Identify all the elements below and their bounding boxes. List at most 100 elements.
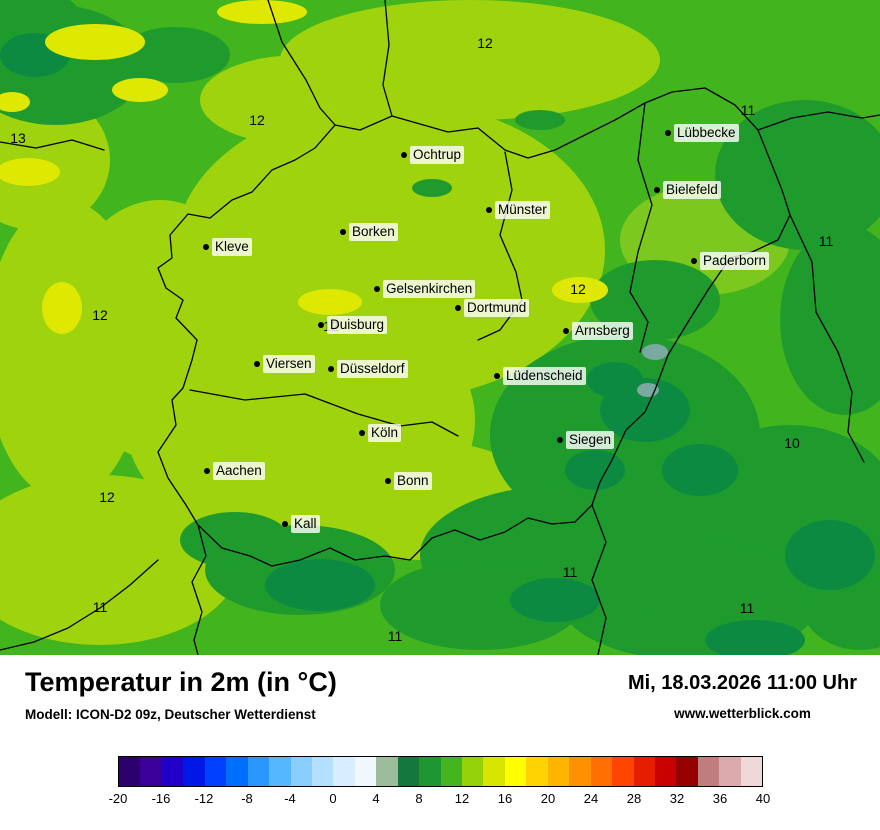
city-marker-paderborn: Paderborn: [691, 252, 770, 270]
colorbar-tick-label: -16: [151, 791, 171, 806]
district-border-3: [629, 102, 653, 353]
temp-value-label: 12: [99, 489, 115, 505]
colorbar-segment: [419, 757, 441, 786]
colorbar-tick-label: 0: [329, 791, 337, 806]
city-marker-bielefeld: Bielefeld: [654, 181, 721, 199]
city-label: Kall: [291, 515, 320, 533]
city-dot: [340, 229, 346, 235]
city-dot: [486, 207, 492, 213]
temp-value-label: 11: [387, 628, 403, 644]
city-dot: [691, 258, 697, 264]
field-yellow-patches: [0, 0, 608, 334]
colorbar-segment: [204, 757, 227, 786]
city-label: Duisburg: [327, 316, 388, 334]
city-label: Köln: [368, 424, 402, 442]
city-label: Lübbecke: [674, 124, 739, 142]
city-marker-aachen: Aachen: [204, 462, 265, 480]
city-label: Bielefeld: [663, 181, 721, 199]
city-marker-dortmund: Dortmund: [455, 299, 530, 317]
border-east-1: [789, 214, 865, 463]
temp-value-label: 11: [740, 102, 756, 118]
city-dot: [563, 328, 569, 334]
map-overlay: 1211121311121212101211111111OchtrupLübbe…: [10, 35, 834, 644]
city-label: Siegen: [566, 431, 615, 449]
city-marker-arnsberg: Arnsberg: [563, 322, 633, 340]
colorbar-segment: [719, 757, 741, 786]
colorbar-segment: [376, 757, 398, 786]
city-marker-kln: Köln: [359, 424, 402, 442]
city-dot: [282, 521, 288, 527]
colorbar-segment: [633, 757, 655, 786]
city-dot: [328, 366, 334, 372]
colorbar-tick-label: -4: [284, 791, 296, 806]
city-marker-kall: Kall: [282, 515, 320, 533]
colorbar-ticks: -20 -16 -12 -8 -4 0 4 8 12 16 20 24 28 32 36 40: [109, 791, 771, 807]
colorbar-segment: [697, 757, 720, 786]
colorbar-wrap: -20 -16 -12 -8 -4 0 4 8 12 16 20 24 28 32 36 40: [109, 756, 771, 807]
border-north-1: [382, 0, 393, 117]
city-dot: [359, 430, 365, 436]
colorbar-segment: [354, 757, 377, 786]
border-southwest-2: [0, 559, 159, 651]
field-deep-spots: [0, 33, 875, 655]
map-title: Temperatur in 2m (in °C): [25, 667, 337, 697]
city-dot: [254, 361, 260, 367]
colorbar-segment: [269, 757, 291, 786]
city-label: Borken: [349, 223, 398, 241]
colorbar-tick-label: -8: [241, 791, 253, 806]
city-marker-lbbecke: Lübbecke: [665, 124, 739, 142]
colorbar-segment: [483, 757, 505, 786]
temp-value-label: 12: [570, 281, 586, 297]
temp-value-label: 12: [477, 35, 493, 51]
colorbar-segment: [740, 757, 763, 786]
colorbar-segment: [654, 757, 677, 786]
colorbar-tick-label: 16: [497, 791, 513, 806]
colorbar-tick-label: 12: [454, 791, 470, 806]
city-marker-ldenscheid: Lüdenscheid: [494, 367, 586, 385]
city-dot: [557, 437, 563, 443]
city-dot: [665, 130, 671, 136]
city-marker-duisburg: Duisburg: [318, 316, 388, 334]
city-label: Ochtrup: [410, 146, 465, 164]
city-label: Düsseldorf: [337, 360, 408, 378]
temp-value-label: 11: [739, 600, 755, 616]
colorbar-tick-label: 40: [755, 791, 771, 806]
colorbar-segment: [183, 757, 205, 786]
colorbar-tick-label: -20: [108, 791, 128, 806]
city-dot: [318, 322, 324, 328]
colorbar-segment: [397, 757, 420, 786]
colorbar: [118, 756, 763, 787]
colorbar-segment: [247, 757, 270, 786]
temp-value-label: 11: [818, 233, 834, 249]
colorbar-segment: [226, 757, 248, 786]
field-light-areas: [0, 0, 660, 645]
city-dot: [203, 244, 209, 250]
footer-right: Mi, 18.03.2026 11:00 Uhr www.wetterblick…: [628, 672, 857, 721]
colorbar-tick-label: 32: [669, 791, 685, 806]
district-border-1: [477, 151, 523, 341]
colorbar-segment: [569, 757, 591, 786]
state-borders: [0, 0, 880, 655]
city-label: Paderborn: [700, 252, 770, 270]
city-dot: [374, 286, 380, 292]
city-dot: [401, 152, 407, 158]
border-north-2: [267, 0, 336, 126]
colorbar-tick-label: 8: [415, 791, 423, 806]
city-marker-mnster: Münster: [486, 201, 550, 219]
forecast-datetime: Mi, 18.03.2026 11:00 Uhr: [627, 672, 857, 694]
border-northeast: [757, 111, 880, 131]
city-marker-bonn: Bonn: [385, 472, 432, 490]
website-label: www.wetterblick.com: [674, 706, 811, 721]
colorbar-segment: [547, 757, 570, 786]
colorbar-tick-label: 4: [372, 791, 380, 806]
city-marker-gelsenkirchen: Gelsenkirchen: [374, 280, 476, 298]
colorbar-tick-label: 36: [712, 791, 728, 806]
colorbar-segment: [311, 757, 334, 786]
city-label: Arnsberg: [572, 322, 633, 340]
temp-value-label: 12: [92, 307, 108, 323]
city-marker-borken: Borken: [340, 223, 398, 241]
city-label: Kleve: [212, 238, 252, 256]
footer: Temperatur in 2m (in °C) Modell: ICON-D2…: [0, 655, 880, 830]
border-southeast: [591, 504, 607, 655]
colorbar-segment: [333, 757, 355, 786]
